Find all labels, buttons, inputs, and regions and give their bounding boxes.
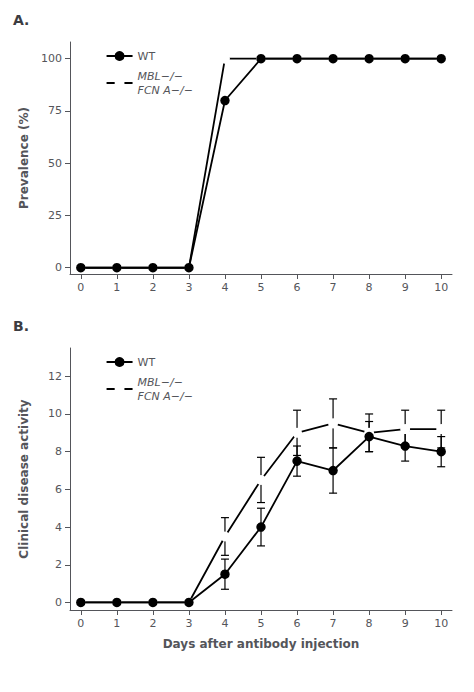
svg-text:7: 7 <box>330 281 337 294</box>
svg-text:Days after antibody injection: Days after antibody injection <box>163 637 360 651</box>
svg-text:9: 9 <box>402 281 409 294</box>
svg-text:0: 0 <box>55 596 62 609</box>
svg-text:8: 8 <box>55 445 62 458</box>
svg-text:2: 2 <box>149 281 156 294</box>
svg-text:0: 0 <box>77 617 84 630</box>
svg-text:6: 6 <box>294 617 301 630</box>
svg-text:WT: WT <box>138 356 156 369</box>
svg-text:FCN A−/−: FCN A−/− <box>138 390 193 403</box>
svg-text:3: 3 <box>185 281 192 294</box>
svg-text:100: 100 <box>41 52 62 65</box>
svg-text:4: 4 <box>55 521 62 534</box>
svg-text:A.: A. <box>13 12 29 28</box>
svg-text:2: 2 <box>55 558 62 571</box>
svg-text:FCN A−/−: FCN A−/− <box>138 84 193 97</box>
svg-text:4: 4 <box>221 617 228 630</box>
svg-text:5: 5 <box>258 281 265 294</box>
svg-text:7: 7 <box>330 617 337 630</box>
svg-text:2: 2 <box>149 617 156 630</box>
svg-text:MBL−/−: MBL−/− <box>138 70 183 83</box>
svg-text:5: 5 <box>258 617 265 630</box>
svg-text:9: 9 <box>402 617 409 630</box>
svg-text:10: 10 <box>434 617 448 630</box>
svg-text:1: 1 <box>113 281 120 294</box>
svg-text:0: 0 <box>55 261 62 274</box>
svg-text:10: 10 <box>48 407 62 420</box>
svg-text:8: 8 <box>366 617 373 630</box>
svg-text:Clinical disease activity: Clinical disease activity <box>17 399 31 558</box>
svg-text:1: 1 <box>113 617 120 630</box>
svg-text:6: 6 <box>294 281 301 294</box>
svg-text:25: 25 <box>48 209 62 222</box>
svg-text:0: 0 <box>77 281 84 294</box>
svg-text:Prevalence (%): Prevalence (%) <box>17 107 31 209</box>
svg-text:75: 75 <box>48 104 62 117</box>
svg-text:WT: WT <box>138 50 156 63</box>
svg-text:MBL−/−: MBL−/− <box>138 376 183 389</box>
svg-text:8: 8 <box>366 281 373 294</box>
svg-text:12: 12 <box>48 370 62 383</box>
svg-text:3: 3 <box>185 617 192 630</box>
svg-text:10: 10 <box>434 281 448 294</box>
svg-text:4: 4 <box>221 281 228 294</box>
svg-text:B.: B. <box>13 318 29 334</box>
svg-text:6: 6 <box>55 483 62 496</box>
svg-text:50: 50 <box>48 157 62 170</box>
